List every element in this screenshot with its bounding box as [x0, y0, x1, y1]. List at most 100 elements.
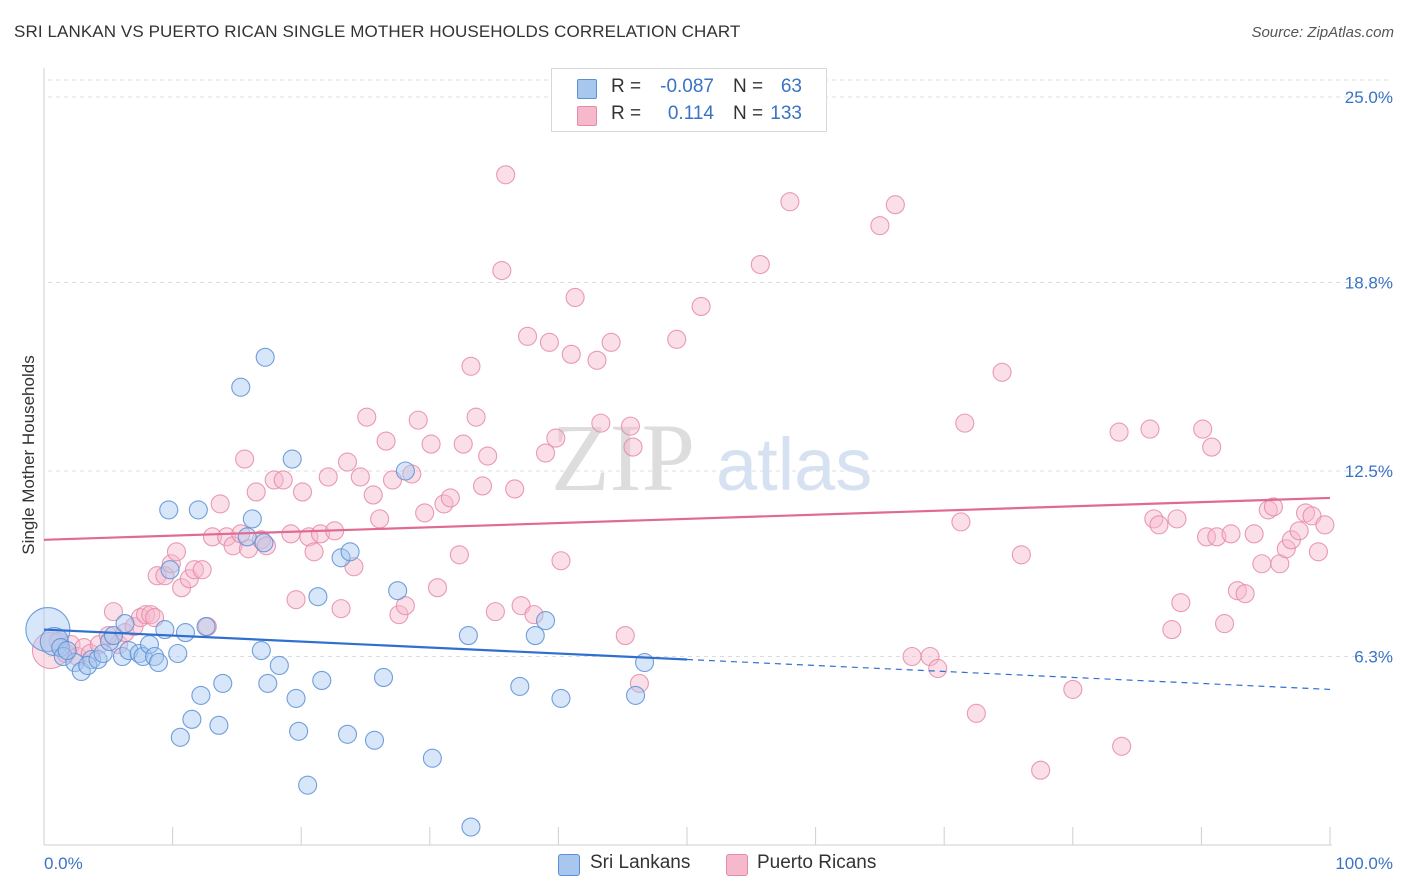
data-point-puerto-ricans	[331, 599, 351, 619]
data-point-sri-lankans	[269, 655, 289, 676]
data-point-sri-lankans	[298, 775, 318, 795]
data-point-puerto-ricans	[524, 605, 544, 625]
data-point-sri-lankans	[286, 688, 306, 708]
data-point-puerto-ricans	[1109, 422, 1129, 442]
data-point-sri-lankans	[209, 715, 229, 735]
data-point-puerto-ricans	[166, 542, 187, 562]
data-point-sri-lankans	[535, 611, 556, 631]
data-point-puerto-ricans	[256, 536, 277, 556]
data-point-sri-lankans	[308, 587, 328, 607]
x-tick-labels: 0.0% 100.0%	[44, 854, 1393, 873]
y-tick-label: 25.0%	[1345, 88, 1393, 107]
data-point-puerto-ricans	[546, 428, 566, 448]
trend-line-sri-lankans-extrapolated	[686, 658, 1331, 691]
watermark-zip: ZIP	[551, 404, 695, 511]
data-point-puerto-ricans	[629, 673, 649, 693]
legend-row-sri-lankans: R = -0.087 N = 63	[552, 74, 826, 100]
data-point-puerto-ricans	[1196, 527, 1217, 547]
data-point-puerto-ricans	[615, 626, 635, 646]
legend-n-label: N =	[733, 103, 764, 124]
data-point-puerto-ricans	[155, 566, 175, 586]
legend-row-puerto-ricans: R = 0.114 N = 133	[552, 101, 826, 127]
legend-swatch-puerto-ricans	[726, 854, 748, 876]
data-point-puerto-ricans	[292, 482, 313, 502]
data-point-sri-lankans	[337, 724, 358, 744]
data-point-sri-lankans	[422, 748, 442, 768]
data-point-sri-lankans	[213, 673, 233, 693]
data-point-puerto-ricans	[478, 446, 498, 466]
legend-n-value: 133	[770, 103, 802, 124]
data-point-puerto-ricans	[1144, 509, 1164, 529]
data-point-sri-lankans	[196, 617, 216, 637]
data-point-puerto-ricans	[350, 467, 370, 487]
data-point-puerto-ricans	[780, 192, 800, 212]
data-point-sri-lankans	[170, 727, 190, 747]
data-point-puerto-ricans	[1227, 581, 1247, 601]
data-point-puerto-ricans	[966, 703, 986, 723]
data-point-puerto-ricans	[184, 560, 205, 580]
data-point-puerto-ricans	[691, 296, 711, 316]
data-point-puerto-ricans	[357, 407, 377, 427]
data-point-puerto-ricans	[1263, 497, 1283, 517]
data-point-puerto-ricans	[251, 530, 271, 550]
data-point-puerto-ricans	[103, 602, 123, 622]
series-sri-lankans	[25, 347, 655, 837]
data-point-puerto-ricans	[992, 362, 1012, 382]
data-point-puerto-ricans	[363, 485, 383, 505]
data-point-puerto-ricans	[440, 488, 460, 508]
series-legend: Sri Lankans Puerto Ricans	[0, 850, 1406, 880]
data-point-sri-lankans	[388, 581, 408, 601]
data-point-puerto-ricans	[667, 329, 687, 349]
data-point-puerto-ricans	[539, 332, 559, 352]
data-point-puerto-ricans	[1140, 419, 1160, 439]
data-point-puerto-ricans	[318, 467, 338, 487]
data-point-sri-lankans	[159, 500, 179, 520]
data-point-puerto-ricans	[870, 216, 890, 236]
data-point-puerto-ricans	[517, 326, 538, 346]
data-point-puerto-ricans	[210, 494, 230, 514]
data-point-sri-lankans	[148, 652, 169, 673]
data-point-puerto-ricans	[1162, 620, 1182, 640]
data-point-puerto-ricans	[415, 503, 435, 523]
legend-r-value: -0.087	[660, 76, 714, 97]
data-point-puerto-ricans	[485, 602, 505, 622]
data-point-puerto-ricans	[591, 413, 611, 433]
data-point-sri-lankans	[254, 533, 274, 553]
data-point-puerto-ricans	[623, 437, 643, 457]
data-point-puerto-ricans	[492, 260, 512, 281]
data-point-sri-lankans	[289, 721, 309, 741]
data-point-sri-lankans	[282, 449, 302, 469]
y-tick-labels: 6.3% 12.5% 18.8% 25.0%	[1345, 88, 1393, 667]
data-point-puerto-ricans	[920, 646, 940, 667]
y-tick-label: 6.3%	[1354, 648, 1393, 667]
data-point-puerto-ricans	[370, 509, 390, 529]
data-point-puerto-ricans	[561, 344, 581, 364]
data-point-puerto-ricans	[1244, 524, 1264, 544]
data-point-puerto-ricans	[427, 578, 448, 598]
data-point-sri-lankans	[364, 730, 385, 750]
data-point-puerto-ricans	[1214, 614, 1235, 634]
x-tick-label-min: 0.0%	[44, 854, 83, 873]
y-tick-label: 12.5%	[1345, 462, 1393, 481]
data-point-sri-lankans	[255, 347, 275, 367]
data-point-sri-lankans	[78, 655, 98, 676]
data-point-puerto-ricans	[1221, 524, 1241, 544]
data-point-puerto-ricans	[1235, 584, 1255, 604]
legend-r-label: R =	[611, 103, 642, 124]
data-point-puerto-ricans	[1063, 679, 1083, 699]
legend-swatch-sri-lankans	[558, 854, 580, 876]
data-point-sri-lankans	[525, 626, 545, 646]
data-point-puerto-ricans	[273, 470, 293, 490]
data-point-puerto-ricans	[902, 646, 922, 667]
data-point-puerto-ricans	[461, 356, 481, 376]
data-point-puerto-ricans	[235, 449, 255, 469]
data-point-puerto-ricans	[951, 512, 971, 532]
legend-swatch-pink	[577, 106, 597, 126]
legend-r-value: 0.114	[667, 103, 714, 124]
data-point-puerto-ricans	[453, 434, 473, 454]
gridlines	[48, 79, 1392, 658]
legend-n-value: 63	[780, 76, 802, 97]
data-point-puerto-ricans	[286, 590, 306, 610]
data-point-puerto-ricans	[1207, 527, 1227, 547]
